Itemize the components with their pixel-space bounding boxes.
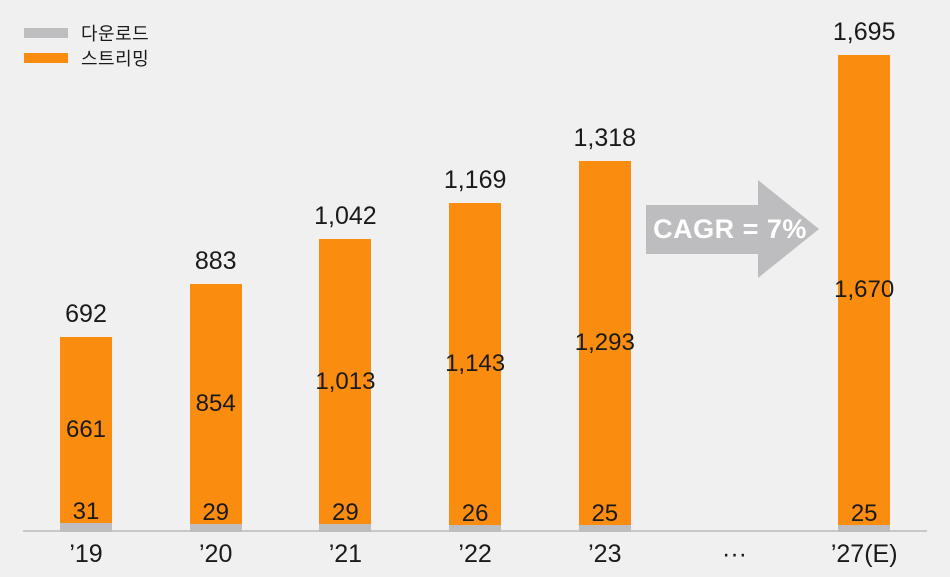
x-tick-label: ··· bbox=[722, 540, 747, 568]
legend: 다운로드 스트리밍 bbox=[24, 20, 149, 70]
total-value-label: 692 bbox=[65, 300, 107, 328]
x-tick-label: ’20 bbox=[199, 540, 233, 568]
streaming-segment bbox=[449, 203, 502, 525]
download-segment bbox=[578, 525, 631, 532]
streaming-value-label: 1,013 bbox=[315, 367, 376, 395]
download-value-label: 25 bbox=[850, 500, 878, 527]
streaming-value-label: 1,670 bbox=[834, 276, 895, 303]
total-value-label: 1,169 bbox=[443, 166, 507, 194]
download-value-label: 26 bbox=[461, 500, 489, 527]
download-segment bbox=[60, 523, 112, 532]
streaming-swatch bbox=[24, 52, 68, 63]
download-value-label: 25 bbox=[591, 500, 619, 527]
streaming-value-label: 1,143 bbox=[445, 350, 506, 377]
download-value-label: 29 bbox=[332, 499, 359, 526]
legend-item-download: 다운로드 bbox=[24, 20, 149, 45]
x-tick-label: ’22 bbox=[458, 540, 492, 568]
x-tick-label: ’19 bbox=[69, 540, 103, 568]
total-value-label: 883 bbox=[194, 247, 237, 275]
x-tick-label: ’23 bbox=[588, 540, 622, 568]
download-value-label: 29 bbox=[202, 499, 230, 526]
streaming-segment bbox=[838, 55, 891, 525]
total-value-label: 1,695 bbox=[832, 18, 896, 46]
x-tick-label: ’21 bbox=[328, 540, 363, 568]
download-segment bbox=[838, 525, 891, 532]
download-value-label: 31 bbox=[72, 498, 100, 525]
total-value-label: 1,318 bbox=[573, 124, 637, 152]
streaming-value-label: 854 bbox=[195, 390, 236, 417]
legend-label-download: 다운로드 bbox=[81, 23, 150, 44]
legend-item-streaming: 스트리밍 bbox=[24, 45, 149, 70]
streaming-value-label: 1,293 bbox=[574, 329, 635, 356]
streaming-segment bbox=[319, 239, 372, 524]
download-segment bbox=[319, 524, 372, 532]
streaming-segment bbox=[578, 161, 631, 525]
streaming-segment bbox=[60, 337, 112, 523]
download-swatch bbox=[24, 27, 68, 38]
streaming-value-label: 661 bbox=[65, 416, 107, 443]
legend-label-streaming: 스트리밍 bbox=[81, 48, 150, 69]
download-segment bbox=[449, 525, 502, 532]
total-value-label: 1,042 bbox=[314, 202, 377, 230]
cagr-label: CAGR = 7% bbox=[653, 214, 807, 244]
x-tick-label: ’27(E) bbox=[830, 540, 898, 568]
download-segment bbox=[189, 524, 242, 532]
streaming-segment bbox=[189, 284, 242, 524]
